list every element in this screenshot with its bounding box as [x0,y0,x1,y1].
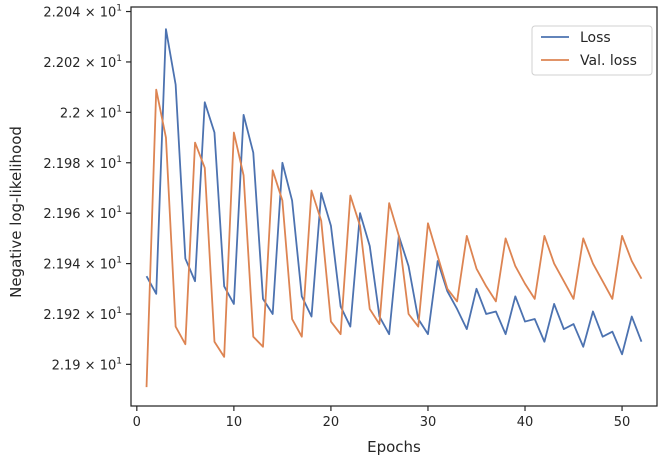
y-tick-label: 2.198 × 101 [43,155,122,172]
x-tick-label: 10 [226,415,243,430]
x-axis-ticks: 0 10 20 30 40 50 [133,406,631,430]
x-tick-label: 40 [517,415,534,430]
y-axis-label: Negative log-likelihood [7,126,25,298]
legend-box [531,25,653,76]
y-tick-label: 2.19 × 101 [52,356,122,373]
x-tick-label: 20 [323,415,340,430]
y-axis-ticks: 2.204 × 101 2.202 × 101 2.2 × 101 2.198 × 1… [43,4,131,373]
x-axis-label: Epochs [367,438,421,456]
legend-label-val-loss: Val. loss [580,53,637,69]
y-tick-label: 2.2 × 101 [60,104,122,121]
y-tick-label: 2.202 × 101 [43,54,122,71]
x-tick-label: 30 [420,415,437,430]
y-tick-label: 2.196 × 101 [43,205,122,222]
y-tick-label: 2.194 × 101 [43,256,122,273]
plot-frame [130,6,658,407]
legend: Loss Val. loss [531,25,653,76]
series-line-val-loss [145,88,643,388]
y-tick-label: 2.192 × 101 [43,306,122,323]
x-tick-label: 50 [614,415,631,430]
y-tick-label: 2.204 × 101 [43,4,122,21]
x-tick-label: 0 [133,415,141,430]
series-layer [145,28,643,388]
series-line-loss [145,28,643,356]
legend-label-loss: Loss [580,30,611,46]
plot-area: 2.204 × 101 2.202 × 101 2.2 × 101 2.198 × 1… [43,4,658,430]
